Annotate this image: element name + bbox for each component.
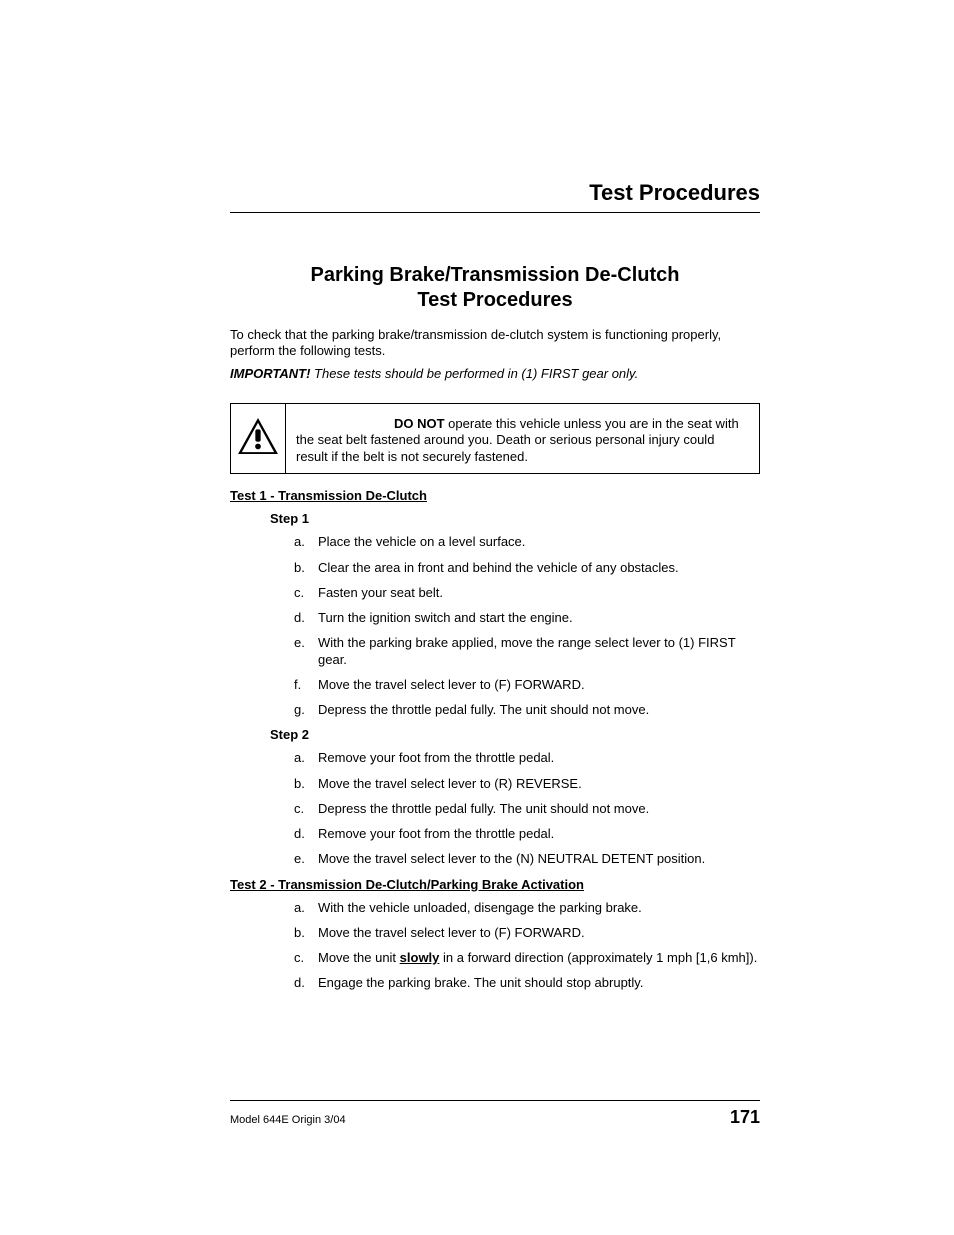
list-marker: b. bbox=[294, 776, 312, 792]
page-title: Parking Brake/Transmission De-Clutch Tes… bbox=[230, 263, 760, 313]
list-item: c. Fasten your seat belt. bbox=[294, 585, 760, 601]
page-content: Test Procedures Parking Brake/Transmissi… bbox=[230, 180, 760, 1001]
list-marker: c. bbox=[294, 585, 312, 601]
list-marker: b. bbox=[294, 560, 312, 576]
list-text: Move the travel select lever to (R) REVE… bbox=[318, 776, 582, 791]
page-footer: Model 644E Origin 3/04 171 bbox=[230, 1100, 760, 1128]
list-marker: d. bbox=[294, 826, 312, 842]
footer-model-info: Model 644E Origin 3/04 bbox=[230, 1114, 346, 1126]
list-text: Turn the ignition switch and start the e… bbox=[318, 610, 573, 625]
list-item: b. Move the travel select lever to (F) FO… bbox=[294, 925, 760, 941]
warning-icon-cell bbox=[231, 404, 286, 474]
list-item: c. Move the unit slowly in a forward dire… bbox=[294, 950, 760, 966]
list-text: Engage the parking brake. The unit shoul… bbox=[318, 975, 643, 990]
list-text: Depress the throttle pedal fully. The un… bbox=[318, 702, 649, 717]
warning-donot: DO NOT bbox=[394, 416, 445, 431]
test1-step1: Step 1 a. Place the vehicle on a level su… bbox=[270, 511, 760, 867]
test1-step1-list: a.Place the vehicle on a level surface. … bbox=[294, 534, 760, 718]
list-item: e. Move the travel select lever to the (N… bbox=[294, 851, 760, 867]
important-text: These tests should be performed in (1) F… bbox=[310, 366, 638, 381]
list-text: With the parking brake applied, move the… bbox=[318, 635, 735, 666]
list-text-post: in a forward direction (approximately 1 … bbox=[439, 950, 757, 965]
list-item: d. Turn the ignition switch and start the… bbox=[294, 610, 760, 626]
list-marker: e. bbox=[294, 851, 312, 867]
test2-heading: Test 2 - Transmission De-Clutch/Parking … bbox=[230, 877, 760, 892]
title-line-1: Parking Brake/Transmission De-Clutch bbox=[310, 264, 679, 286]
list-item: a. Place the vehicle on a level surface. bbox=[294, 534, 760, 550]
step-label: Step 2 bbox=[270, 727, 760, 742]
list-marker: c. bbox=[294, 950, 312, 966]
list-text: Move the travel select lever to (F) FORW… bbox=[318, 677, 585, 692]
list-item: a. With the vehicle unloaded, disengage t… bbox=[294, 900, 760, 916]
warning-text: DO NOT operate this vehicle unless you a… bbox=[286, 404, 759, 474]
list-item: a. Remove your foot from the throttle ped… bbox=[294, 750, 760, 766]
list-marker: b. bbox=[294, 925, 312, 941]
list-text: Remove your foot from the throttle pedal… bbox=[318, 750, 554, 765]
list-marker: d. bbox=[294, 975, 312, 991]
list-marker: a. bbox=[294, 534, 312, 550]
list-item: b. Clear the area in front and behind the… bbox=[294, 560, 760, 576]
intro-paragraph: To check that the parking brake/transmis… bbox=[230, 327, 760, 360]
test1-heading: Test 1 - Transmission De-Clutch bbox=[230, 488, 760, 503]
list-item: d. Remove your foot from the throttle ped… bbox=[294, 826, 760, 842]
list-text-emph: slowly bbox=[400, 950, 440, 965]
test2-block: a. With the vehicle unloaded, disengage t… bbox=[270, 900, 760, 992]
list-text: Move the travel select lever to the (N) … bbox=[318, 851, 705, 866]
list-marker: g. bbox=[294, 702, 312, 718]
list-item: g. Depress the throttle pedal fully. The … bbox=[294, 702, 760, 718]
list-item: c. Depress the throttle pedal fully. The … bbox=[294, 801, 760, 817]
list-text: Fasten your seat belt. bbox=[318, 585, 443, 600]
section-header: Test Procedures bbox=[230, 180, 760, 213]
list-item: b. Move the travel select lever to (R) RE… bbox=[294, 776, 760, 792]
list-text: Depress the throttle pedal fully. The un… bbox=[318, 801, 649, 816]
list-marker: e. bbox=[294, 635, 312, 651]
list-marker: d. bbox=[294, 610, 312, 626]
list-marker: a. bbox=[294, 900, 312, 916]
warning-body: operate this vehicle unless you are in t… bbox=[296, 416, 739, 464]
list-text: Remove your foot from the throttle pedal… bbox=[318, 826, 554, 841]
test1-step2-list: a. Remove your foot from the throttle ped… bbox=[294, 750, 760, 867]
warning-callout: DO NOT operate this vehicle unless you a… bbox=[230, 403, 760, 475]
list-item: f. Move the travel select lever to (F) FO… bbox=[294, 677, 760, 693]
list-text: With the vehicle unloaded, disengage the… bbox=[318, 900, 642, 915]
list-text-pre: Move the unit bbox=[318, 950, 400, 965]
step-label: Step 1 bbox=[270, 511, 760, 526]
list-item: d. Engage the parking brake. The unit sho… bbox=[294, 975, 760, 991]
list-marker: f. bbox=[294, 677, 312, 693]
footer-page-number: 171 bbox=[730, 1107, 760, 1128]
list-text: Clear the area in front and behind the v… bbox=[318, 560, 679, 575]
title-line-2: Test Procedures bbox=[417, 289, 572, 311]
important-label: IMPORTANT! bbox=[230, 366, 310, 381]
list-text: Move the travel select lever to (F) FORW… bbox=[318, 925, 585, 940]
list-marker: a. bbox=[294, 750, 312, 766]
warning-triangle-icon bbox=[237, 417, 279, 460]
list-text: Place the vehicle on a level surface. bbox=[318, 534, 525, 549]
list-item: e. With the parking brake applied, move t… bbox=[294, 635, 760, 668]
test2-list: a. With the vehicle unloaded, disengage t… bbox=[294, 900, 760, 992]
important-note: IMPORTANT! These tests should be perform… bbox=[230, 366, 760, 381]
list-marker: c. bbox=[294, 801, 312, 817]
